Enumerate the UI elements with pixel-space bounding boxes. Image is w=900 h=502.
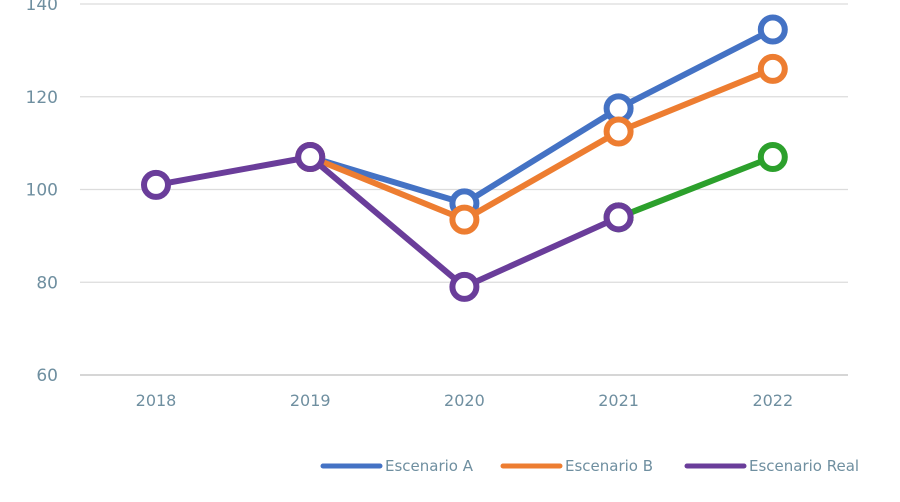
series-line [307, 65, 776, 223]
data-point [603, 116, 634, 147]
data-point [757, 142, 788, 173]
series-line [153, 154, 622, 290]
x-axis-ticks: 2018 2019 2020 2021 2022 [136, 391, 794, 410]
legend-item: Escenario A [320, 457, 474, 475]
data-point [449, 271, 480, 302]
legend: Escenario A Escenario B Escenario Real [320, 457, 859, 475]
y-tick-label: 140 [26, 0, 58, 15]
data-point [449, 204, 480, 235]
data-point [295, 142, 326, 173]
series-escenario-a [295, 14, 788, 219]
data-point [757, 53, 788, 84]
x-tick-label: 2021 [598, 391, 639, 410]
series-line [307, 26, 776, 207]
data-point [603, 202, 634, 233]
x-tick-label: 2018 [136, 391, 177, 410]
legend-item: Escenario B [500, 457, 653, 475]
y-tick-label: 60 [36, 366, 58, 386]
legend-label: Escenario A [385, 457, 474, 475]
data-point [141, 169, 171, 200]
data-point [757, 14, 788, 45]
x-tick-label: 2020 [444, 391, 485, 410]
legend-item: Escenario Real [684, 457, 859, 475]
y-tick-label: 100 [26, 181, 58, 201]
legend-label: Escenario B [565, 457, 653, 475]
series-escenario-real [141, 142, 634, 302]
y-tick-label: 120 [26, 88, 58, 108]
x-tick-label: 2019 [290, 391, 331, 410]
y-axis-ticks: 60 80 100 120 140 [26, 0, 58, 386]
y-tick-label: 80 [36, 273, 58, 293]
series-group [141, 14, 788, 302]
legend-label: Escenario Real [749, 457, 859, 475]
series-line [615, 154, 776, 221]
x-tick-label: 2022 [752, 391, 793, 410]
